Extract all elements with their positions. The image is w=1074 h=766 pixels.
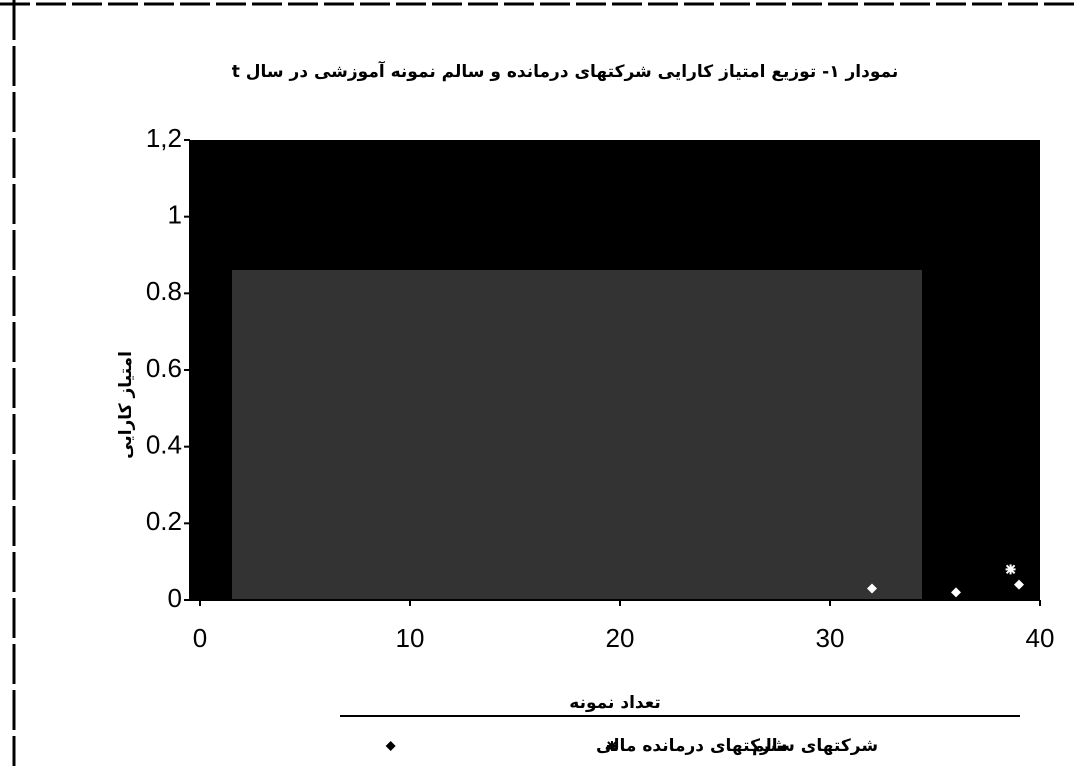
- point: [1006, 564, 1016, 574]
- legend-label: شرکتهای درمانده مالی: [596, 736, 787, 756]
- y-axis-label: امتیاز کارایی: [116, 351, 136, 459]
- x-tick-label: 10: [396, 623, 425, 653]
- y-tick-label: 0.4: [146, 430, 182, 460]
- x-tick-label: 30: [816, 623, 845, 653]
- y-tick-label: 0.2: [146, 506, 182, 536]
- y-tick-label: 1: [168, 200, 182, 230]
- chart: نمودار ۱- توزیع امتیاز کارایی شرکتهای در…: [0, 0, 1074, 766]
- y-tick-label: 0: [168, 583, 182, 613]
- x-tick-label: 0: [193, 623, 207, 653]
- y-tick-label: 0.6: [146, 353, 182, 383]
- chart-title: نمودار ۱- توزیع امتیاز کارایی شرکتهای در…: [232, 60, 899, 82]
- x-tick-label: 40: [1026, 623, 1055, 653]
- y-tick-label: 0.8: [146, 276, 182, 306]
- legend-marker: [386, 741, 396, 751]
- watermark: [232, 270, 922, 600]
- page: نمودار ۱- توزیع امتیاز کارایی شرکتهای در…: [0, 0, 1074, 766]
- x-tick-label: 20: [606, 623, 635, 653]
- y-tick-label: 1,2: [146, 123, 182, 153]
- x-axis-label: تعداد نمونه: [569, 693, 660, 713]
